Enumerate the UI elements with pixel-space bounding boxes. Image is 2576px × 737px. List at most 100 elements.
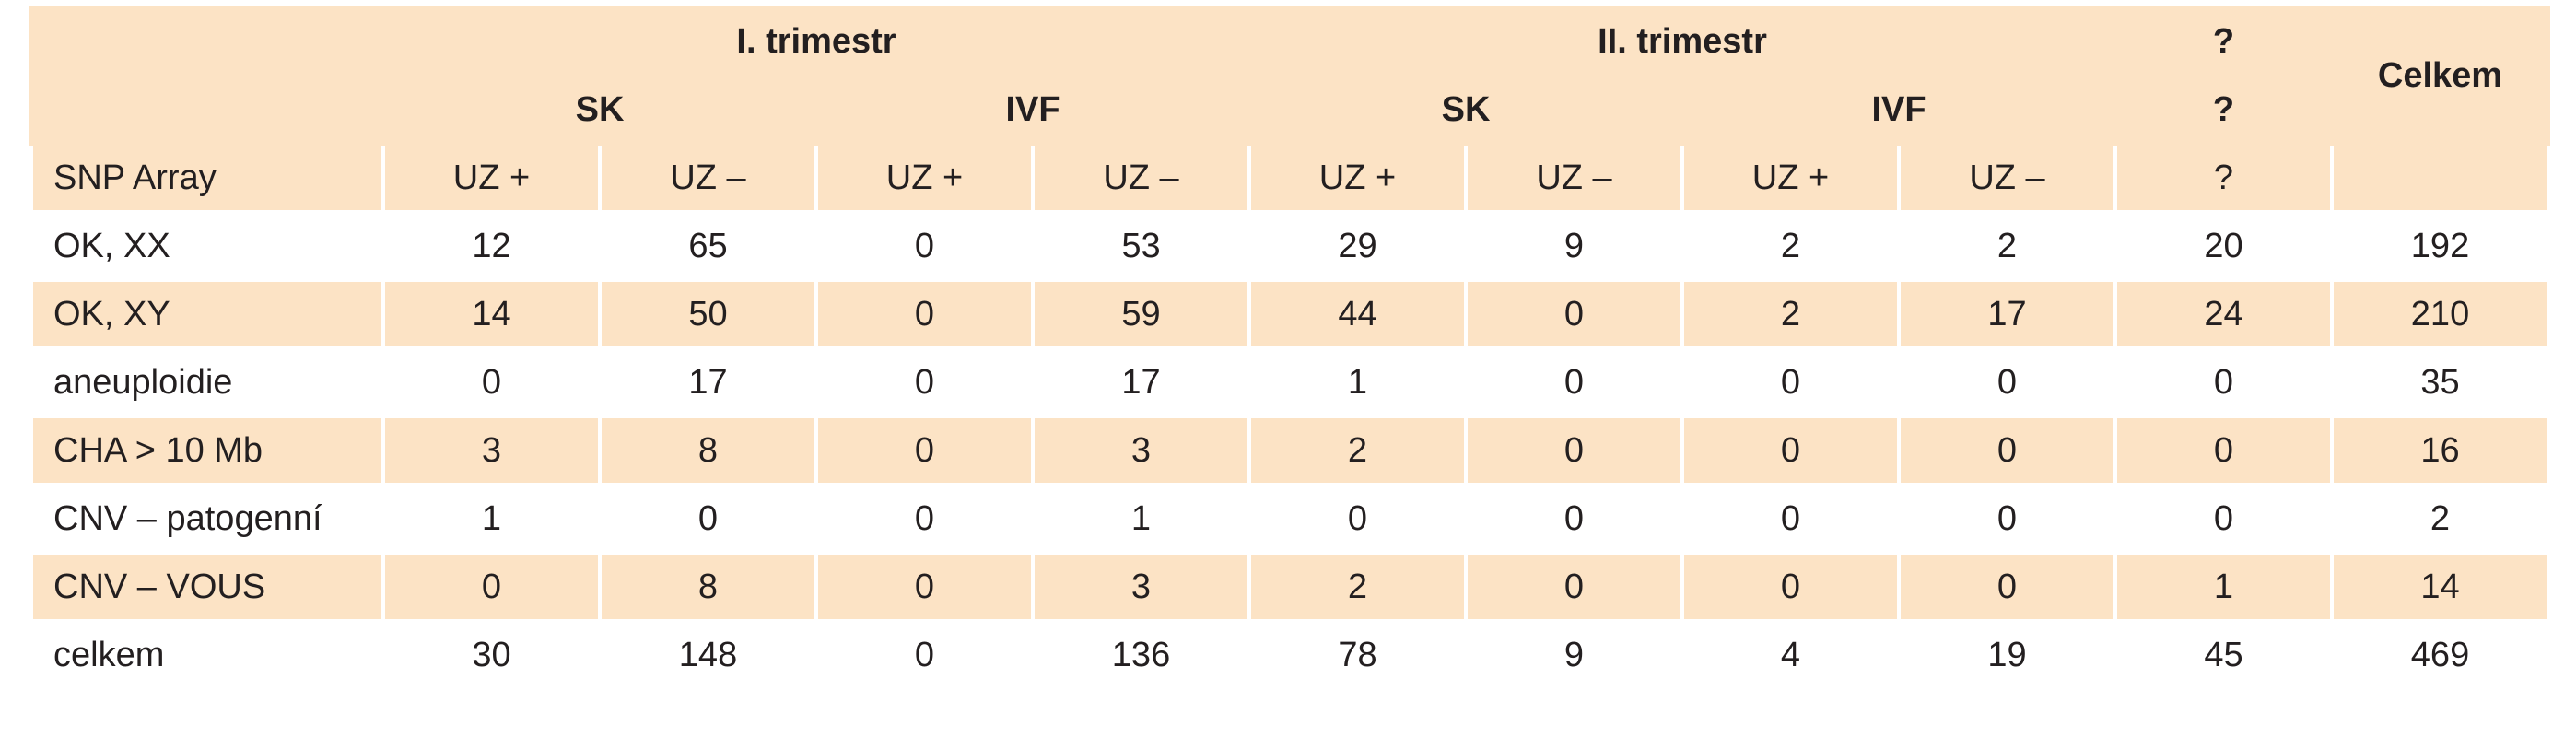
value-cell: 0	[814, 483, 1035, 555]
value-cell: 2	[2330, 483, 2550, 555]
trimester-header: ?	[2113, 6, 2334, 77]
value-cell: 19	[1897, 619, 2117, 691]
value-cell: 12	[381, 210, 602, 282]
value-cell: 0	[1680, 415, 1901, 486]
row-label: aneuploidie	[29, 346, 385, 418]
value-cell: 0	[1897, 551, 2117, 623]
value-cell: 17	[598, 346, 818, 418]
value-cell: 0	[2113, 483, 2334, 555]
value-cell: 9	[1464, 619, 1684, 691]
subcolumn-header: ?	[2113, 142, 2334, 214]
method-header: ?	[2113, 74, 2334, 146]
value-cell: 45	[2113, 619, 2334, 691]
value-cell: 1	[1247, 346, 1468, 418]
method-header: SK	[1247, 74, 1684, 146]
value-cell: 0	[1464, 483, 1684, 555]
data-row: CHA > 10 Mb 3 8 0 3 2 0 0 0 0 16	[29, 415, 2550, 486]
data-row: CNV – VOUS 0 8 0 3 2 0 0 0 1 14	[29, 551, 2550, 623]
total-header: Celkem	[2330, 6, 2550, 146]
value-cell: 0	[381, 551, 602, 623]
value-cell: 17	[1897, 278, 2117, 350]
value-cell: 0	[1464, 415, 1684, 486]
empty-cell	[2330, 142, 2550, 214]
subcolumn-header: UZ +	[1247, 142, 1468, 214]
value-cell: 4	[1680, 619, 1901, 691]
row-label: CNV – VOUS	[29, 551, 385, 623]
subcolumn-header: UZ –	[1897, 142, 2117, 214]
value-cell: 65	[598, 210, 818, 282]
value-cell: 8	[598, 551, 818, 623]
value-cell: 0	[814, 415, 1035, 486]
row-label: OK, XX	[29, 210, 385, 282]
value-cell: 0	[1247, 483, 1468, 555]
value-cell: 0	[1897, 415, 2117, 486]
row-label: SNP Array	[29, 142, 385, 214]
value-cell: 136	[1031, 619, 1251, 691]
value-cell: 0	[2113, 346, 2334, 418]
value-cell: 44	[1247, 278, 1468, 350]
header-row: SK IVF SK IVF ?	[31, 74, 2548, 146]
value-cell: 24	[2113, 278, 2334, 350]
value-cell: 148	[598, 619, 818, 691]
value-cell: 2	[1680, 210, 1901, 282]
value-cell: 2	[1897, 210, 2117, 282]
data-row: celkem 30 148 0 136 78 9 4 19 45 469	[29, 619, 2550, 691]
value-cell: 0	[814, 278, 1035, 350]
data-row: OK, XY 14 50 0 59 44 0 2 17 24 210	[29, 278, 2550, 350]
value-cell: 35	[2330, 346, 2550, 418]
value-cell: 1	[381, 483, 602, 555]
subcolumn-header: UZ –	[1031, 142, 1251, 214]
value-cell: 30	[381, 619, 602, 691]
row-label: CHA > 10 Mb	[29, 415, 385, 486]
value-cell: 17	[1031, 346, 1251, 418]
value-cell: 192	[2330, 210, 2550, 282]
value-cell: 469	[2330, 619, 2550, 691]
value-cell: 1	[2113, 551, 2334, 623]
value-cell: 3	[381, 415, 602, 486]
data-row: aneuploidie 0 17 0 17 1 0 0 0 0 35	[29, 346, 2550, 418]
subcolumn-header: UZ +	[814, 142, 1035, 214]
value-cell: 0	[1464, 278, 1684, 350]
header-row: I. trimestr II. trimestr ? Celkem	[29, 6, 2550, 146]
data-row: CNV – patogenní 1 0 0 1 0 0 0 0 0 2	[29, 483, 2550, 555]
value-cell: 78	[1247, 619, 1468, 691]
value-cell: 0	[814, 346, 1035, 418]
value-cell: 8	[598, 415, 818, 486]
value-cell: 2	[1680, 278, 1901, 350]
value-cell: 16	[2330, 415, 2550, 486]
value-cell: 3	[1031, 551, 1251, 623]
value-cell: 29	[1247, 210, 1468, 282]
value-cell: 1	[1031, 483, 1251, 555]
row-label: OK, XY	[29, 278, 385, 350]
value-cell: 0	[814, 619, 1035, 691]
value-cell: 0	[1464, 346, 1684, 418]
value-cell: 0	[2113, 415, 2334, 486]
value-cell: 2	[1247, 551, 1468, 623]
value-cell: 0	[598, 483, 818, 555]
table-body: SNP Array UZ + UZ – UZ + UZ – UZ + UZ – UZ + UZ …	[29, 142, 2550, 691]
value-cell: 0	[1680, 346, 1901, 418]
value-cell: 14	[2330, 551, 2550, 623]
value-cell: 50	[598, 278, 818, 350]
method-header: SK	[381, 74, 818, 146]
value-cell: 20	[2113, 210, 2334, 282]
value-cell: 0	[1680, 483, 1901, 555]
value-cell: 14	[381, 278, 602, 350]
value-cell: 0	[814, 551, 1035, 623]
value-cell: 3	[1031, 415, 1251, 486]
value-cell: 0	[381, 346, 602, 418]
subheader-row: SNP Array UZ + UZ – UZ + UZ – UZ + UZ – UZ + UZ …	[29, 142, 2550, 214]
value-cell: 2	[1247, 415, 1468, 486]
method-header: IVF	[814, 74, 1251, 146]
trimester-header: I. trimestr	[381, 6, 1251, 77]
corner-cell	[29, 6, 385, 146]
subcolumn-header: UZ –	[598, 142, 818, 214]
value-cell: 9	[1464, 210, 1684, 282]
subcolumn-header: UZ –	[1464, 142, 1684, 214]
subcolumn-header: UZ +	[381, 142, 602, 214]
trimester-header: II. trimestr	[1247, 6, 2117, 77]
value-cell: 0	[1464, 551, 1684, 623]
data-row: OK, XX 12 65 0 53 29 9 2 2 20 192	[29, 210, 2550, 282]
